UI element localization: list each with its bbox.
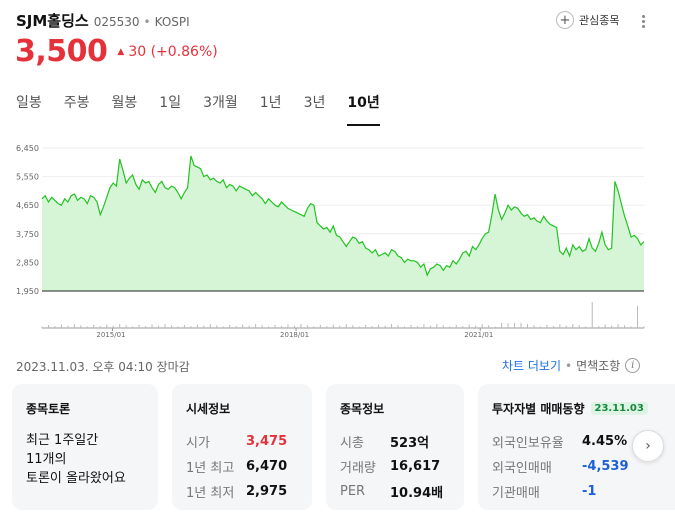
y-tick-label: 4,650 [16, 201, 39, 210]
investor-value: -4,539 [582, 459, 629, 474]
up-triangle-icon: ▲ [117, 46, 125, 57]
watchlist-label: 관심종목 [579, 14, 620, 27]
talk-line-1: 최근 1주일간 [26, 433, 99, 448]
tab-3-months[interactable]: 3개월 [203, 95, 238, 111]
investor-row-institution-trading: 기관매매 -1 [492, 479, 661, 504]
quote-key: 1년 최고 [186, 461, 235, 476]
tab-daily[interactable]: 일봉 [16, 95, 42, 111]
stock-header: SJM홀딩스 025530 • KOSPI [16, 10, 190, 32]
market-close-timestamp: 2023.11.03. 오후 04:10 장마감 [16, 360, 190, 374]
info-row-per: PER 10.94배 [340, 479, 450, 504]
tab-10-years[interactable]: 10년 [347, 92, 381, 126]
price-change: ▲ 30 (+0.86%) [117, 44, 217, 60]
quote-row-year-high: 1년 최고 6,470 [186, 454, 298, 479]
chart-links: 차트 더보기 • 면책조항 i [502, 357, 641, 374]
next-card-button[interactable]: › [632, 430, 664, 462]
card-title-investor: 투자자별 매매동향 23.11.03 [492, 400, 661, 417]
price-area [42, 155, 644, 291]
investor-row-foreign-trading: 외국인매매 -4,539 [492, 454, 661, 479]
quote-value: 3,475 [246, 434, 288, 449]
links-separator: • [565, 358, 573, 373]
info-key: 거래량 [340, 461, 376, 476]
card-quote-info[interactable]: 시세정보 시가 3,475 1년 최고 6,470 1년 최저 2,975 [172, 384, 312, 510]
y-tick-label: 3,750 [16, 230, 39, 239]
investor-key: 외국인매매 [492, 461, 552, 476]
period-tabs: 일봉 주봉 월봉 1일 3개월 1년 3년 10년 [16, 92, 402, 126]
chart-more-link[interactable]: 차트 더보기 [502, 359, 562, 373]
disclaimer-link[interactable]: 면책조항 [576, 359, 621, 373]
quote-value: 2,975 [246, 484, 288, 499]
chevron-right-icon: › [645, 438, 651, 454]
talk-line-2: 11개의 [26, 452, 67, 467]
info-value: 16,617 [390, 459, 441, 474]
y-tick-label: 1,950 [16, 287, 39, 296]
price-chart[interactable]: 6,450 5,550 4,650 3,750 2,850 1,950 2015/01 201… [0, 138, 660, 338]
card-title-info: 종목정보 [340, 402, 385, 416]
quote-key: 시가 [186, 436, 210, 451]
header-separator: • [143, 15, 151, 29]
price-row: 3,500 ▲ 30 (+0.86%) [15, 34, 218, 69]
investor-value: -1 [582, 484, 597, 499]
date-badge: 23.11.03 [590, 402, 648, 415]
tab-weekly[interactable]: 주봉 [63, 95, 90, 111]
quote-row-year-low: 1년 최저 2,975 [186, 479, 298, 504]
talk-line-3: 토론이 올라왔어요 [26, 471, 126, 486]
info-key: 시총 [340, 436, 364, 451]
y-tick-label: 2,850 [16, 258, 39, 267]
plus-circle-icon: + [556, 11, 574, 29]
y-tick-label: 5,550 [16, 173, 39, 182]
y-tick-label: 6,450 [16, 144, 39, 153]
tab-3-years[interactable]: 3년 [303, 95, 326, 111]
info-row-market-cap: 시총 523억 [340, 429, 450, 454]
investor-key: 외국인보유율 [492, 436, 564, 451]
stock-code: 025530 [93, 15, 140, 29]
x-tick-label: 2018/01 [280, 331, 309, 338]
card-stock-info[interactable]: 종목정보 시총 523억 거래량 16,617 PER 10.94배 [326, 384, 464, 510]
info-row-volume: 거래량 16,617 [340, 454, 450, 479]
card-title-quote: 시세정보 [186, 402, 231, 416]
price-change-value: 30 (+0.86%) [128, 43, 218, 60]
investor-row-foreign-ownership: 외국인보유율 4.45% [492, 429, 661, 454]
stock-name: SJM홀딩스 [16, 12, 89, 30]
tab-1-day[interactable]: 1일 [159, 95, 182, 111]
tab-1-year[interactable]: 1년 [259, 95, 282, 111]
card-title-talk: 종목토론 [26, 402, 71, 416]
investor-value: 4.45% [582, 434, 628, 449]
info-key: PER [340, 484, 366, 499]
market-label: KOSPI [154, 15, 190, 29]
quote-key: 1년 최저 [186, 486, 235, 501]
investor-key: 기관매매 [492, 486, 540, 501]
info-value: 10.94배 [390, 486, 444, 501]
current-price: 3,500 [15, 34, 108, 69]
x-tick-label: 2021/01 [464, 331, 493, 338]
info-icon[interactable]: i [625, 358, 641, 373]
card-stock-talk[interactable]: 종목토론 최근 1주일간 11개의 토론이 올라왔어요 [12, 384, 158, 510]
quote-value: 6,470 [246, 459, 288, 474]
add-watchlist-button[interactable]: + 관심종목 [556, 9, 619, 31]
info-value: 523억 [390, 436, 430, 451]
more-options-icon[interactable] [636, 10, 650, 32]
tab-monthly[interactable]: 월봉 [111, 95, 138, 111]
investor-title-text: 투자자별 매매동향 [492, 402, 585, 416]
price-line [41, 155, 645, 277]
x-tick-label: 2015/01 [96, 331, 125, 338]
quote-row-open: 시가 3,475 [186, 429, 298, 454]
